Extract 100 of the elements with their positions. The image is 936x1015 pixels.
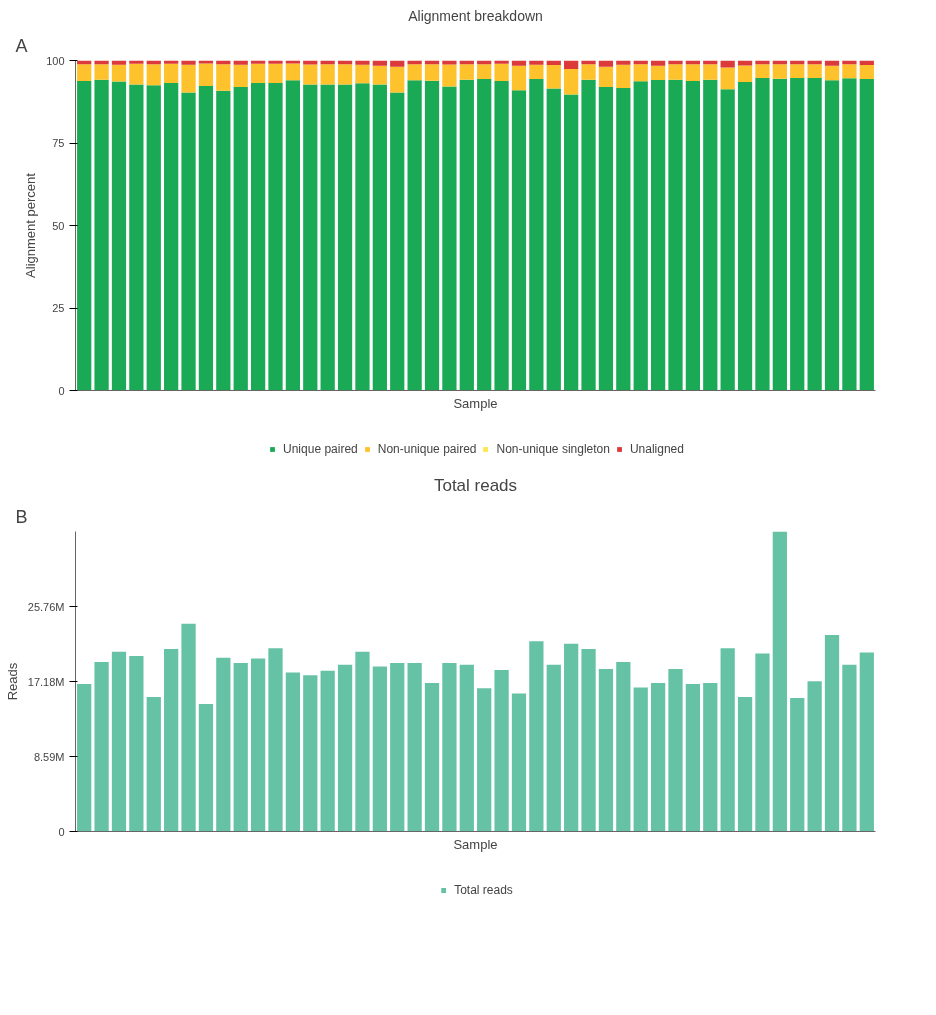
bar xyxy=(390,66,405,93)
bar xyxy=(216,90,231,391)
bar xyxy=(390,662,405,832)
bar xyxy=(494,80,509,391)
bar xyxy=(77,80,92,391)
bar xyxy=(198,85,214,391)
bar xyxy=(320,670,335,832)
bar xyxy=(494,63,509,81)
bar xyxy=(824,60,840,66)
bar xyxy=(824,65,840,81)
bar xyxy=(720,89,735,391)
bar xyxy=(546,664,561,832)
y-tick-label: 25.76M xyxy=(27,600,65,613)
bar xyxy=(407,80,422,391)
bar xyxy=(772,64,787,79)
bar xyxy=(233,60,248,65)
bar xyxy=(303,64,318,85)
bar xyxy=(685,683,701,832)
bar xyxy=(111,651,127,832)
bar xyxy=(668,79,683,391)
bar xyxy=(703,79,718,391)
bar xyxy=(633,64,648,82)
bar xyxy=(859,65,874,79)
bar xyxy=(824,635,840,832)
bar xyxy=(181,623,196,832)
bar xyxy=(650,60,666,66)
bar xyxy=(181,64,196,93)
y-tick-label: 50 xyxy=(52,219,65,232)
bar xyxy=(737,697,753,832)
legend-label: Non-unique singleton xyxy=(496,442,610,456)
bar xyxy=(250,82,266,391)
bar xyxy=(529,641,544,832)
bar xyxy=(268,82,283,391)
bar xyxy=(198,704,214,832)
bar xyxy=(755,653,770,832)
y-tick-label: 8.59M xyxy=(33,750,65,763)
x-axis-title: Sample xyxy=(453,395,498,411)
bar xyxy=(407,662,422,832)
text: B xyxy=(15,506,28,527)
bar xyxy=(459,79,474,391)
bar xyxy=(303,675,318,832)
bar xyxy=(129,84,144,391)
bar xyxy=(720,67,735,90)
bar xyxy=(598,669,614,832)
bar xyxy=(164,63,179,83)
bar xyxy=(94,64,109,80)
bar xyxy=(233,86,248,391)
x-axis-title: Sample xyxy=(453,836,498,852)
bar xyxy=(737,81,753,391)
bar xyxy=(529,60,544,65)
bar xyxy=(390,92,405,391)
bar xyxy=(164,82,179,391)
bar xyxy=(198,63,214,86)
bar xyxy=(755,77,770,391)
bar xyxy=(477,688,492,832)
bar xyxy=(790,64,805,78)
y-axis-title: Alignment percent xyxy=(23,172,39,278)
bar xyxy=(216,657,231,832)
bar xyxy=(529,78,544,391)
bar xyxy=(859,652,874,832)
bar xyxy=(285,80,301,391)
bar xyxy=(459,664,474,832)
bar xyxy=(650,683,666,832)
bar xyxy=(494,60,509,64)
y-tick-label: 0 xyxy=(58,825,65,838)
bar xyxy=(337,664,353,832)
y-tick-label: 75 xyxy=(52,137,65,149)
bar xyxy=(685,80,701,391)
bar xyxy=(511,90,527,391)
bar xyxy=(772,531,787,832)
bar xyxy=(529,64,544,79)
bar xyxy=(268,648,283,832)
bar xyxy=(564,643,579,832)
y-tick-label: 100 xyxy=(46,54,65,67)
text: A xyxy=(15,35,28,56)
bar xyxy=(233,64,248,87)
bar xyxy=(633,81,648,391)
bar xyxy=(564,60,579,70)
bar xyxy=(598,86,614,391)
bar xyxy=(824,80,840,391)
bar xyxy=(511,60,527,66)
bar xyxy=(616,60,631,65)
bar xyxy=(459,64,474,80)
bar xyxy=(581,79,596,391)
bar xyxy=(494,669,509,832)
bar xyxy=(859,78,874,391)
bar xyxy=(355,60,370,65)
bar xyxy=(337,64,353,85)
bar xyxy=(477,64,492,79)
bar xyxy=(616,64,631,88)
bar xyxy=(372,60,387,66)
bar xyxy=(842,78,857,391)
bar xyxy=(355,64,370,84)
bar xyxy=(598,66,614,87)
bar xyxy=(668,669,683,832)
bar xyxy=(146,85,161,391)
bar xyxy=(129,60,144,64)
bar xyxy=(807,77,822,391)
bar xyxy=(842,64,857,79)
bar xyxy=(511,693,527,832)
